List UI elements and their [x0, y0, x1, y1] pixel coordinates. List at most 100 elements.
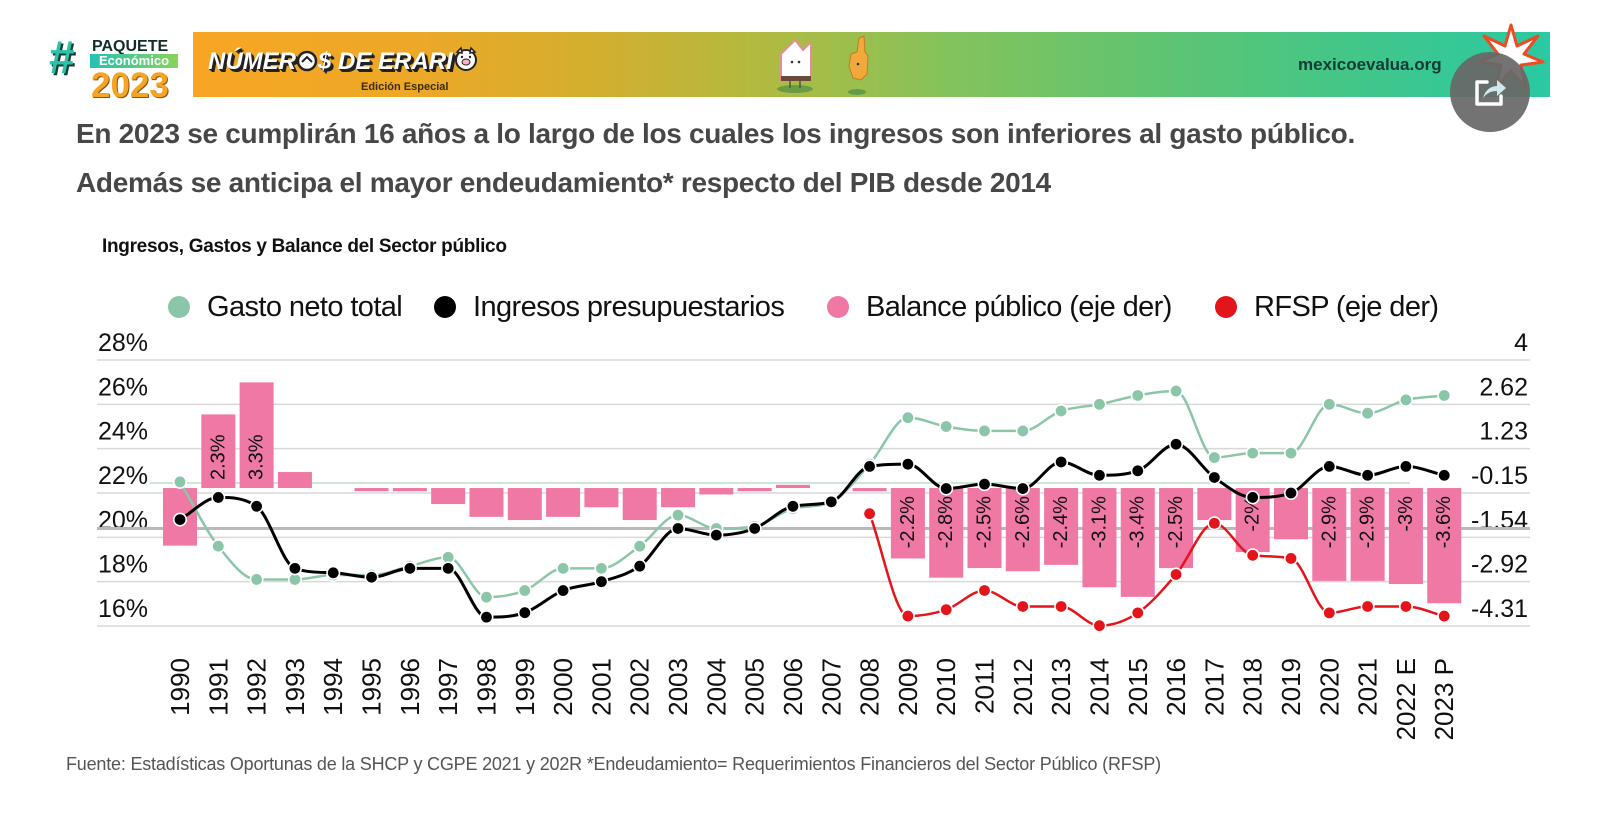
gasto-point	[1322, 397, 1337, 412]
coin-icon	[296, 50, 318, 77]
gasto-point	[1130, 388, 1145, 403]
rfsp-point	[900, 609, 915, 624]
x-axis-label: 2001	[586, 658, 616, 716]
x-axis-label: 2015	[1123, 658, 1153, 716]
x-axis-label: 2016	[1161, 658, 1191, 716]
balance-bar-label: -2.9%	[1357, 496, 1379, 548]
ingresos-point	[1092, 468, 1107, 483]
balance-bar-label: 3.3%	[246, 434, 268, 480]
source-note: Fuente: Estadísticas Oportunas de la SHC…	[66, 754, 1161, 774]
balance-bar	[1350, 488, 1385, 581]
brand-text-part1: NÚMER	[208, 48, 296, 75]
mascots-illustration	[777, 35, 869, 95]
right-axis-tick-label: 2.62	[1479, 373, 1528, 401]
legend-marker-ingresos	[434, 296, 456, 318]
left-axis-tick-label: 20%	[98, 506, 148, 534]
x-axis-label: 1999	[510, 658, 540, 716]
left-axis-tick-label: 28%	[98, 329, 148, 357]
x-axis-label: 1995	[357, 658, 387, 716]
ingresos-point	[632, 559, 647, 574]
right-axis-tick-label: -1.54	[1471, 506, 1528, 534]
title-line-2: Además se anticipa el mayor endeudamient…	[76, 167, 1051, 198]
rfsp-point	[1015, 599, 1030, 614]
balance-bar	[584, 488, 619, 508]
rfsp-point	[1437, 609, 1452, 624]
paquete-economico-logo: # PAQUETE Económico 2023	[40, 30, 185, 103]
balance-bar	[354, 488, 389, 492]
ingresos-point	[824, 494, 839, 509]
ingresos-point	[1322, 459, 1337, 474]
x-axis-label: 2012	[1008, 658, 1038, 716]
balance-bar-label: -2%	[1242, 496, 1264, 532]
balance-bar	[546, 488, 581, 517]
left-axis-tick-label: 26%	[98, 373, 148, 401]
x-axis-label: 2002	[625, 658, 655, 716]
ingresos-point	[1054, 454, 1069, 469]
balance-bar-label: -2.9%	[1318, 496, 1340, 548]
x-axis-label: 1993	[280, 658, 310, 716]
logo-paquete-text: PAQUETE	[92, 38, 169, 55]
gasto-point	[594, 561, 609, 576]
rfsp-point	[1092, 618, 1107, 633]
gasto-point	[632, 539, 647, 554]
left-axis-ticks: 28% 26% 24% 22% 20% 18% 16%	[98, 329, 148, 623]
left-axis-tick-label: 16%	[98, 595, 148, 623]
x-axis-label: 2022 E	[1391, 658, 1421, 740]
x-axis-label: 2014	[1084, 658, 1114, 716]
x-axis-label: 2019	[1276, 658, 1306, 716]
balance-bar-label: -3%	[1395, 496, 1417, 532]
gasto-point	[1092, 397, 1107, 412]
balance-bar	[775, 484, 810, 489]
right-axis-tick-label: 4	[1514, 329, 1528, 357]
balance-bar	[737, 488, 772, 492]
legend-label-ingresos: Ingresos presupuestarios	[473, 291, 785, 323]
balance-bar-label: 2.3%	[207, 434, 229, 480]
ingresos-point	[517, 605, 532, 620]
gasto-point	[556, 561, 571, 576]
mascot-hand-icon	[848, 35, 869, 95]
gasto-point	[1245, 446, 1260, 461]
ingresos-point	[939, 481, 954, 496]
ingresos-point	[1130, 463, 1145, 478]
ingresos-point	[1169, 437, 1184, 452]
gasto-point	[900, 410, 915, 425]
legend-item-balance: Balance público (eje der)	[827, 290, 1172, 324]
right-axis-tick-label: -0.15	[1471, 462, 1528, 490]
x-axis-label: 2023 P	[1429, 658, 1459, 740]
balance-bar-label: -2.2%	[897, 496, 919, 548]
balance-bar	[1197, 488, 1232, 521]
ingresos-point	[1437, 468, 1452, 483]
x-axis-label: 2013	[1046, 658, 1076, 716]
x-axis-label: 1992	[242, 658, 272, 716]
ingresos-point	[249, 499, 264, 514]
x-axis-label: 1990	[165, 658, 195, 716]
x-axis-label: 2004	[701, 658, 731, 716]
balance-bar	[1005, 488, 1040, 572]
legend-marker-gasto	[168, 296, 190, 318]
logo-economico-text: Económico	[90, 54, 178, 68]
ingresos-point	[1283, 485, 1298, 500]
balance-bar	[699, 488, 734, 495]
balance-bar	[1312, 488, 1347, 581]
ingresos-point	[862, 459, 877, 474]
banner-brand: NÚMER $ DE ERARI	[208, 46, 479, 77]
ingresos-point	[173, 512, 188, 527]
x-axis-label: 2008	[855, 658, 885, 716]
ingresos-point	[671, 521, 686, 536]
rfsp-point	[1245, 548, 1260, 563]
legend-item-ingresos: Ingresos presupuestarios	[434, 290, 785, 324]
share-button[interactable]	[1450, 52, 1530, 132]
x-axis-label: 2006	[778, 658, 808, 716]
right-axis-ticks: 4 2.62 1.23 -0.15 -1.54 -2.92 -4.31	[1471, 329, 1528, 623]
page-title: En 2023 se cumplirán 16 años a lo largo …	[76, 109, 1355, 207]
balance-bar	[431, 488, 466, 505]
legend-marker-balance	[827, 296, 849, 318]
balance-bar	[622, 488, 657, 521]
banner-edition-text: Edición Especial	[361, 81, 449, 93]
ingresos-point	[709, 528, 724, 543]
gasto-point	[1015, 423, 1030, 438]
x-axis-label: 1997	[433, 658, 463, 716]
ingresos-point	[900, 457, 915, 472]
ingresos-point	[364, 570, 379, 585]
